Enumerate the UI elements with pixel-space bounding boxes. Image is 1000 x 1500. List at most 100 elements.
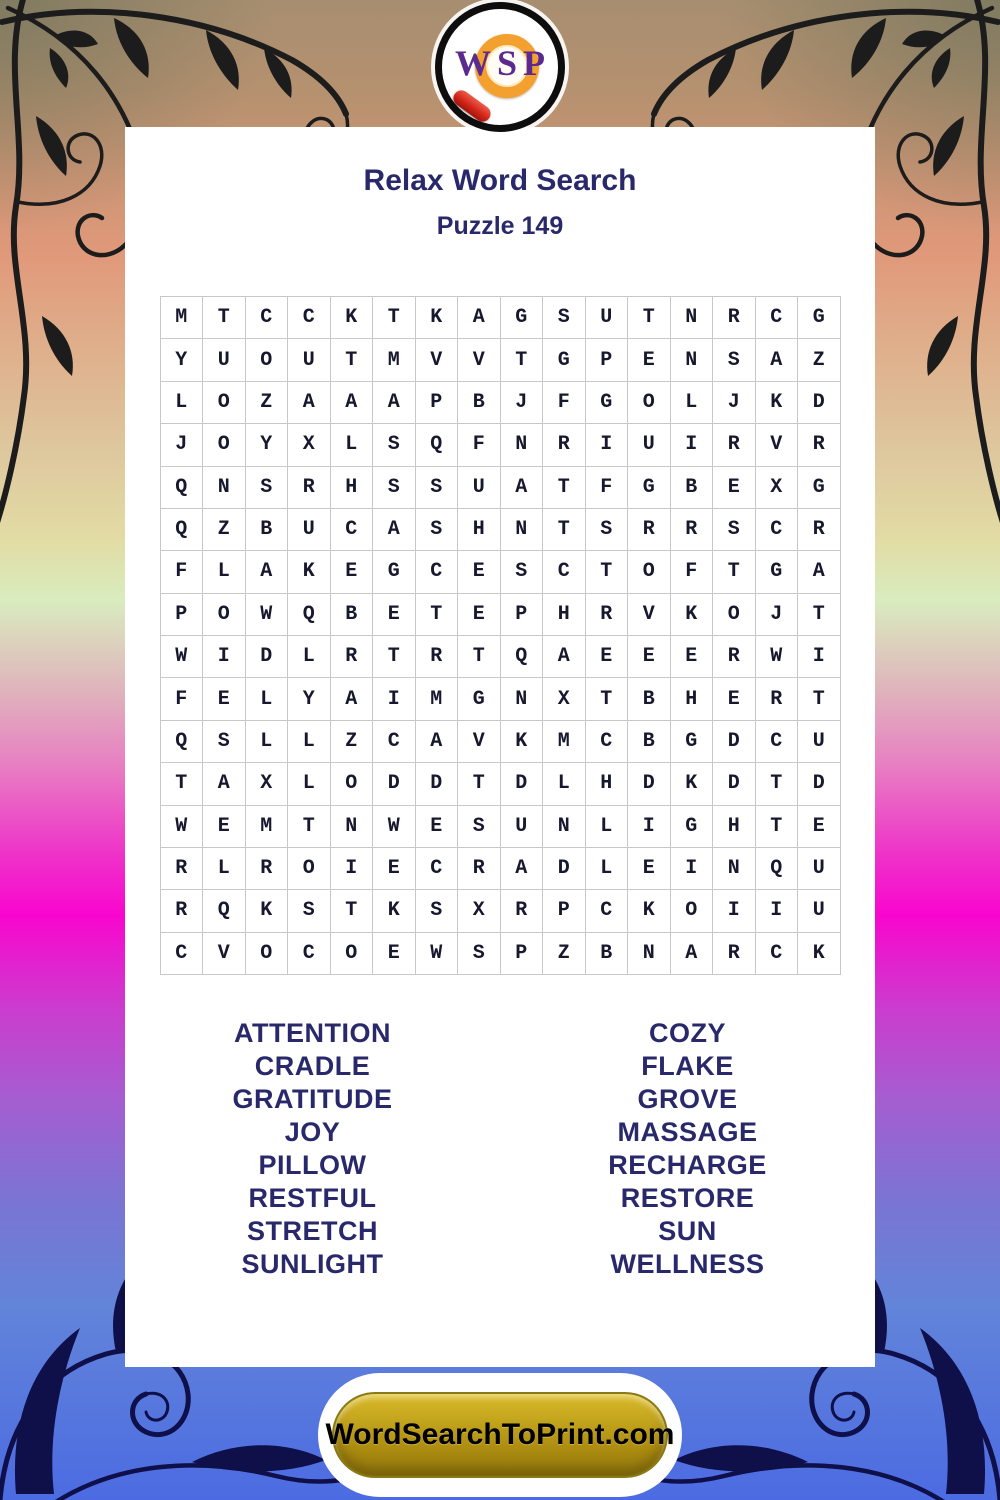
letter-cell: A	[288, 381, 331, 425]
letter-cell: A	[500, 847, 543, 891]
letter-cell: N	[628, 932, 671, 975]
word-item: GRATITUDE	[232, 1084, 393, 1114]
letter-cell: T	[373, 636, 416, 679]
letter-cell: A	[373, 381, 416, 425]
letter-cell: L	[585, 847, 628, 891]
letter-cell: L	[245, 720, 288, 764]
letter-cell: K	[330, 297, 373, 340]
letter-cell: E	[373, 932, 416, 975]
letter-cell: K	[798, 932, 841, 975]
letter-cell: T	[543, 466, 586, 509]
letter-cell: O	[670, 890, 713, 933]
letter-cell: V	[415, 339, 458, 382]
letter-cell: X	[458, 890, 501, 933]
letter-cell: M	[245, 805, 288, 848]
letter-cell: R	[330, 636, 373, 679]
letter-cell: G	[670, 720, 713, 764]
letter-cell: L	[543, 763, 586, 806]
letter-cell: Q	[160, 466, 203, 509]
letter-cell: R	[628, 508, 671, 552]
letter-cell: Q	[500, 636, 543, 679]
letter-cell: E	[458, 551, 501, 594]
letter-cell: R	[670, 508, 713, 552]
letter-cell: Z	[543, 932, 586, 975]
letter-cell: H	[713, 805, 756, 848]
word-item: FLAKE	[641, 1051, 734, 1081]
letter-cell: O	[330, 763, 373, 806]
letter-cell: F	[160, 551, 203, 594]
letter-cell: R	[288, 466, 331, 509]
word-list-right: COZY FLAKE GROVE MASSAGE RECHARGE RESTORE SUN W…	[500, 1017, 875, 1281]
letter-cell: E	[585, 636, 628, 679]
letter-cell: E	[373, 847, 416, 891]
letter-cell: R	[713, 932, 756, 975]
letter-cell: U	[628, 424, 671, 467]
letter-cell: A	[330, 678, 373, 721]
letter-cell: O	[628, 381, 671, 425]
letter-cell: K	[500, 720, 543, 764]
letter-cell: N	[500, 508, 543, 552]
letter-cell: H	[543, 593, 586, 636]
letter-cell: M	[160, 297, 203, 340]
letter-cell: Y	[288, 678, 331, 721]
logo-letter-p: P	[523, 43, 545, 83]
word-item: STRETCH	[247, 1216, 378, 1246]
letter-cell: Z	[245, 381, 288, 425]
letter-cell: F	[458, 424, 501, 467]
letter-cell: X	[543, 678, 586, 721]
letter-cell: S	[373, 424, 416, 467]
logo-letter-w: W	[455, 43, 491, 83]
letter-cell: R	[713, 636, 756, 679]
letter-cell: D	[245, 636, 288, 679]
letter-cell: G	[798, 297, 841, 340]
logo-letter-s: S	[496, 43, 518, 83]
letter-cell: N	[500, 424, 543, 467]
letter-cell: O	[245, 339, 288, 382]
letter-cell: U	[288, 339, 331, 382]
letter-cell: G	[500, 297, 543, 340]
letter-cell: A	[755, 339, 798, 382]
word-item: PILLOW	[258, 1150, 367, 1180]
letter-cell: E	[203, 805, 246, 848]
letter-cell: H	[458, 508, 501, 552]
letter-cell: E	[415, 805, 458, 848]
word-list-left: ATTENTION CRADLE GRATITUDE JOY PILLOW RESTFUL…	[125, 1017, 500, 1281]
letter-cell: I	[713, 890, 756, 933]
letter-cell: X	[245, 763, 288, 806]
letter-cell: C	[415, 551, 458, 594]
letter-cell: J	[500, 381, 543, 425]
letter-cell: I	[628, 805, 671, 848]
letter-cell: N	[543, 805, 586, 848]
letter-cell: Q	[415, 424, 458, 467]
puzzle-number: Puzzle 149	[436, 212, 564, 240]
letter-cell: T	[160, 763, 203, 806]
letter-cell: I	[798, 636, 841, 679]
letter-cell: D	[713, 763, 756, 806]
letter-cell: D	[415, 763, 458, 806]
letter-cell: F	[585, 466, 628, 509]
letter-cell: B	[585, 932, 628, 975]
letter-cell: G	[628, 466, 671, 509]
letter-cell: N	[330, 805, 373, 848]
letter-cell: K	[373, 890, 416, 933]
letter-cell: J	[755, 593, 798, 636]
letter-cell: I	[330, 847, 373, 891]
letter-cell: S	[415, 466, 458, 509]
letter-cell: I	[670, 847, 713, 891]
letter-cell: E	[373, 593, 416, 636]
letter-cell: F	[670, 551, 713, 594]
letter-cell: C	[755, 720, 798, 764]
wsp-logo[interactable]: W S P	[435, 2, 565, 132]
letter-cell: E	[330, 551, 373, 594]
website-button[interactable]: WordSearchToPrint.com	[326, 1392, 674, 1478]
letter-cell: M	[415, 678, 458, 721]
letter-cell: I	[585, 424, 628, 467]
letter-cell: I	[670, 424, 713, 467]
word-item: CRADLE	[254, 1051, 371, 1081]
letter-cell: V	[203, 932, 246, 975]
letter-cell: Q	[160, 720, 203, 764]
letter-cell: O	[203, 424, 246, 467]
letter-cell: S	[288, 890, 331, 933]
letter-cell: Q	[203, 890, 246, 933]
